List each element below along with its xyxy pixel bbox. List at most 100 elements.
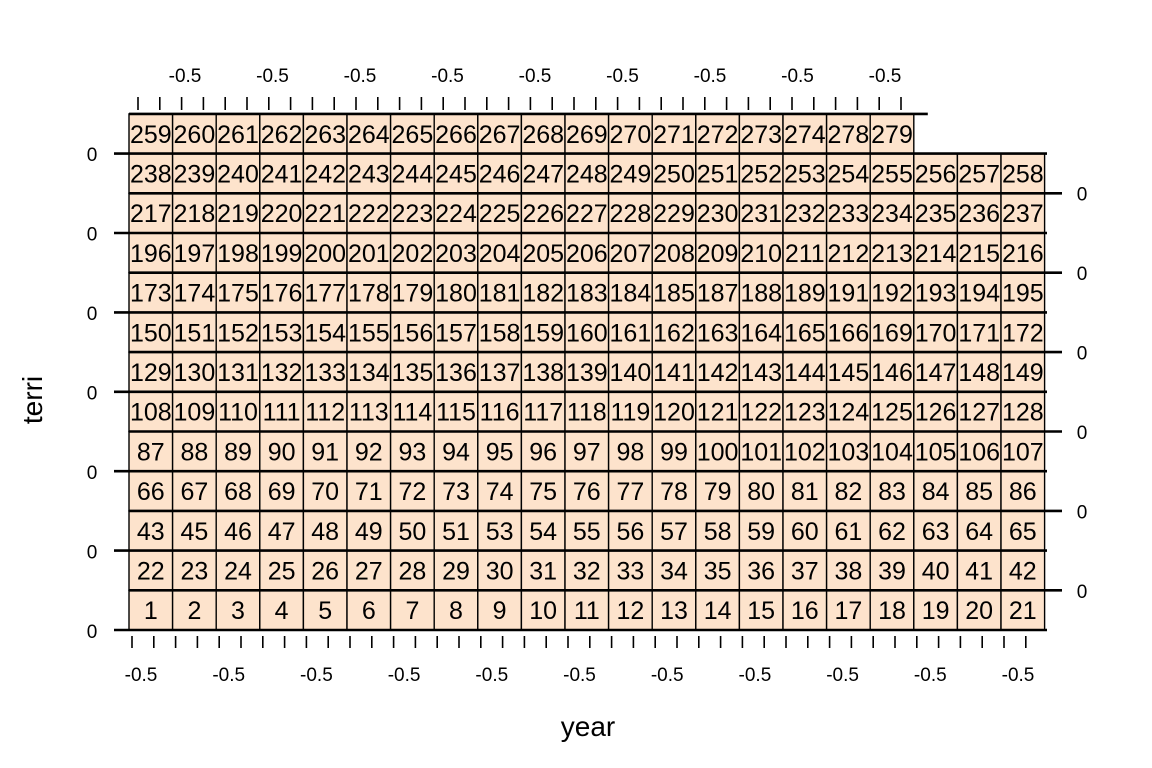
cell — [913, 272, 959, 314]
cell-label: 258 — [1002, 160, 1044, 188]
cell-label: 183 — [566, 280, 608, 308]
cell-label: 256 — [915, 160, 957, 188]
cell-label: 270 — [610, 121, 652, 149]
y-axis-title: terri — [17, 376, 48, 424]
cell-label: 201 — [348, 240, 390, 268]
cell — [869, 470, 915, 512]
cell-label: 98 — [616, 438, 644, 466]
cell-label: 81 — [791, 478, 819, 506]
x-tick-label-top: -0.5 — [606, 66, 639, 87]
cell-label: 279 — [871, 121, 913, 149]
cell-label: 41 — [965, 557, 993, 585]
cell-label: 32 — [573, 557, 601, 585]
cell — [128, 152, 174, 195]
cell-label: 257 — [958, 160, 1000, 188]
cell-label: 248 — [566, 160, 608, 188]
cell-label: 37 — [791, 557, 819, 585]
cell-label: 221 — [304, 200, 346, 228]
cell-label: 228 — [610, 200, 652, 228]
cell-label: 90 — [268, 438, 296, 466]
cell-label: 1 — [144, 597, 158, 625]
cell-label: 2 — [187, 597, 201, 625]
cell-label: 273 — [740, 121, 782, 149]
cell-label: 193 — [915, 280, 957, 308]
cell-label: 235 — [915, 200, 957, 228]
cell — [564, 113, 610, 155]
cell — [389, 510, 435, 552]
x-tick-label-top: -0.5 — [694, 66, 727, 87]
cell-label: 174 — [174, 280, 216, 308]
cell-label: 125 — [871, 399, 913, 427]
cell-label: 202 — [392, 240, 434, 268]
cell-label: 154 — [304, 319, 346, 347]
cell-label: 101 — [740, 438, 782, 466]
cell-label: 150 — [130, 319, 172, 347]
cell-label: 177 — [304, 280, 346, 308]
cell-label: 169 — [871, 319, 913, 347]
cell-label: 40 — [922, 557, 950, 585]
cell — [782, 391, 828, 433]
cell-label: 20 — [965, 597, 993, 625]
cell-label: 86 — [1009, 478, 1037, 506]
cell-label: 10 — [529, 597, 557, 625]
cell-label: 42 — [1009, 557, 1037, 585]
cell — [215, 430, 261, 472]
cell-label: 182 — [522, 280, 564, 308]
cell-label: 232 — [784, 200, 826, 228]
cell — [1000, 351, 1046, 393]
x-tick-label-bottom: -0.5 — [563, 665, 596, 686]
cell-label: 48 — [311, 518, 339, 546]
cell — [215, 470, 261, 512]
cell-label: 143 — [740, 359, 782, 387]
x-tick-label-bottom: -0.5 — [826, 665, 859, 686]
cell-label: 250 — [653, 160, 695, 188]
cell-label: 15 — [747, 597, 775, 625]
cell-label: 94 — [442, 438, 470, 466]
x-tick-label-top: -0.5 — [519, 66, 552, 87]
cell — [433, 311, 479, 353]
cell — [1000, 192, 1046, 234]
cell — [738, 430, 784, 472]
cell-label: 227 — [566, 200, 608, 228]
cell-label: 75 — [529, 478, 557, 506]
cell-label: 103 — [828, 438, 870, 466]
cell-label: 218 — [174, 200, 216, 228]
cell-label: 140 — [610, 359, 652, 387]
cell-label: 53 — [486, 518, 514, 546]
cell-label: 194 — [958, 280, 1000, 308]
cell-label: 163 — [697, 319, 739, 347]
cell-label: 175 — [217, 280, 259, 308]
cell — [607, 470, 653, 512]
cell-label: 85 — [965, 478, 993, 506]
x-tick-label-top: -0.5 — [869, 66, 902, 87]
cell-label: 171 — [958, 319, 1000, 347]
cell-label: 274 — [784, 121, 826, 149]
cell-label: 33 — [616, 557, 644, 585]
cell — [302, 391, 348, 433]
cell — [433, 351, 479, 393]
cell — [171, 549, 217, 591]
cell-label: 31 — [529, 557, 557, 585]
cell-label: 80 — [747, 478, 775, 506]
cell-label: 87 — [137, 438, 165, 466]
cell — [1000, 549, 1046, 591]
cell-label: 35 — [704, 557, 732, 585]
cell — [869, 152, 915, 195]
cell-label: 109 — [174, 399, 216, 427]
cell — [433, 510, 479, 552]
cell-label: 152 — [217, 319, 259, 347]
cell — [607, 589, 653, 631]
cell-label: 120 — [653, 399, 695, 427]
y-tick-label-left: 0 — [87, 543, 98, 564]
cell — [738, 311, 784, 353]
cell — [302, 232, 348, 274]
cell — [869, 391, 915, 433]
y-tick-label-left: 0 — [87, 384, 98, 405]
cell — [695, 470, 741, 512]
cell-label: 55 — [573, 518, 601, 546]
cell — [695, 311, 741, 353]
cell-label: 255 — [871, 160, 913, 188]
cell-label: 244 — [392, 160, 434, 188]
cell-label: 60 — [791, 518, 819, 546]
